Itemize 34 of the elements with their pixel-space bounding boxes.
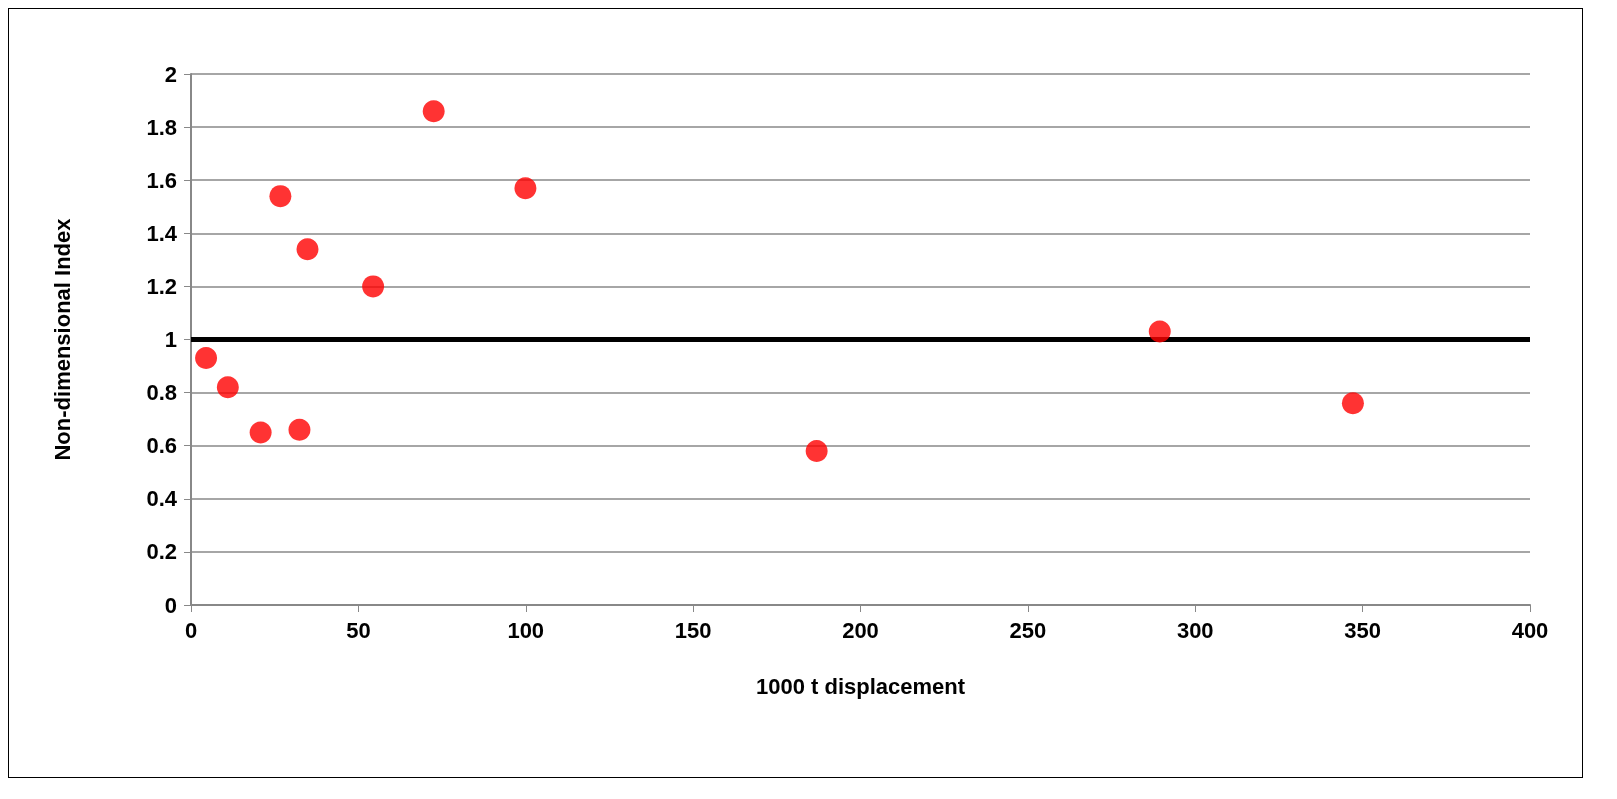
- x-axis-title: 1000 t displacement: [755, 673, 966, 699]
- y-tick-label: 1.4: [146, 220, 178, 246]
- y-tick-label: 2: [164, 61, 177, 87]
- point: [514, 177, 537, 200]
- x-tick-label: 100: [507, 617, 545, 643]
- point: [296, 238, 319, 261]
- point: [288, 418, 311, 441]
- x-tick-label: 0: [184, 617, 198, 643]
- y-tick-label: 0.8: [146, 380, 177, 406]
- y-tick-label: 1.8: [146, 114, 177, 140]
- point: [422, 100, 445, 123]
- x-tick-label: 300: [1176, 617, 1214, 643]
- y-axis-title: Non-dimensional Index: [49, 217, 75, 461]
- point: [1148, 320, 1171, 343]
- point: [269, 185, 292, 208]
- point: [1341, 392, 1364, 415]
- x-tick-label: 400: [1511, 617, 1549, 643]
- y-tick-label: 1.6: [146, 167, 177, 193]
- x-tick-label: 250: [1009, 617, 1047, 643]
- x-tick-label: 350: [1344, 617, 1381, 643]
- x-tick-label: 50: [346, 617, 371, 643]
- y-tick-label: 0: [164, 592, 177, 618]
- y-tick-label: 0.4: [146, 486, 178, 512]
- y-tick-label: 1.2: [146, 273, 177, 299]
- point: [362, 275, 385, 298]
- point: [249, 421, 272, 444]
- y-tick-label: 1: [164, 327, 177, 352]
- point: [216, 376, 239, 399]
- x-tick-label: 200: [842, 617, 879, 643]
- point: [805, 440, 828, 462]
- y-tick-label: 0.2: [146, 539, 177, 565]
- x-tick-label: 150: [674, 617, 712, 643]
- y-tick-label: 0.6: [146, 433, 177, 459]
- point: [195, 347, 218, 370]
